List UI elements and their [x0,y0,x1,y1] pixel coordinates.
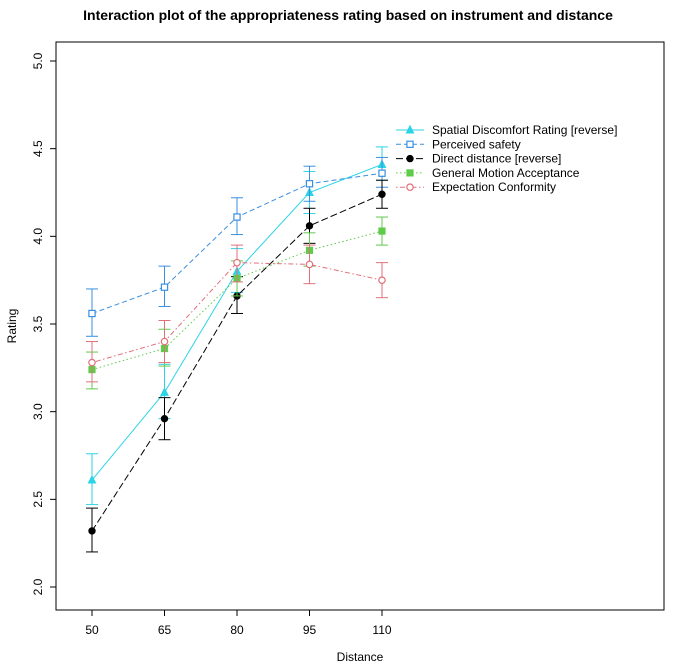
data-point [378,227,386,235]
legend-item: General Motion Acceptance [396,166,580,180]
x-axis-label: Distance [337,650,384,664]
legend-label: Perceived safety [432,137,521,151]
x-tick-label: 110 [372,623,391,637]
y-tick-label: 3.0 [31,403,45,420]
y-tick-label: 5.0 [31,52,45,69]
x-tick-label: 65 [158,623,172,637]
data-point [305,222,314,230]
y-axis-label: Rating [5,309,19,344]
legend-label: Expectation Conformity [432,180,556,194]
data-point [88,309,96,318]
data-point [378,169,386,177]
data-point [160,387,169,396]
legend-item: Perceived safety [396,137,521,151]
legend-item: Expectation Conformity [396,180,556,194]
data-point [305,260,314,269]
series-layer [86,146,388,553]
legend-marker [406,183,414,192]
data-point [233,258,241,267]
y-tick-label: 4.0 [31,228,45,245]
data-point [305,180,314,188]
data-point [378,276,386,284]
x-tick-label: 95 [303,623,317,637]
legend-marker [405,124,415,134]
data-point [160,337,169,346]
data-point [160,283,169,291]
chart-title: Interaction plot of the appropriateness … [83,7,613,23]
legend-marker [406,169,414,177]
series-1 [86,156,388,337]
legend-marker [406,154,414,163]
plot-frame [55,41,665,611]
y-tick-label: 4.5 [31,140,45,157]
legend: Spatial Discomfort Rating [reverse]Perce… [396,123,617,194]
data-point [87,474,97,484]
y-tick-label: 2.0 [31,578,45,595]
legend-label: Direct distance [reverse] [432,152,561,166]
series-line [91,262,383,364]
series-4 [86,244,388,383]
x-axis: 50 65 80 95 110 [85,610,392,637]
y-tick-label: 2.5 [31,491,45,508]
legend-marker [406,140,414,148]
data-point [88,358,96,367]
legend-label: General Motion Acceptance [432,166,580,180]
data-point [88,527,96,535]
data-point [160,414,169,423]
data-point [233,213,241,221]
data-point [378,190,386,198]
x-tick-label: 50 [85,623,99,637]
y-tick-label: 3.5 [31,315,45,332]
legend-item: Direct distance [reverse] [396,152,561,166]
series-2 [86,179,388,553]
y-axis: 2.0 2.5 3.0 3.5 4.0 4.5 5.0 [31,52,56,595]
legend-item: Spatial Discomfort Rating [reverse] [396,123,617,137]
x-tick-label: 80 [230,623,244,637]
legend-label: Spatial Discomfort Rating [reverse] [432,123,617,137]
